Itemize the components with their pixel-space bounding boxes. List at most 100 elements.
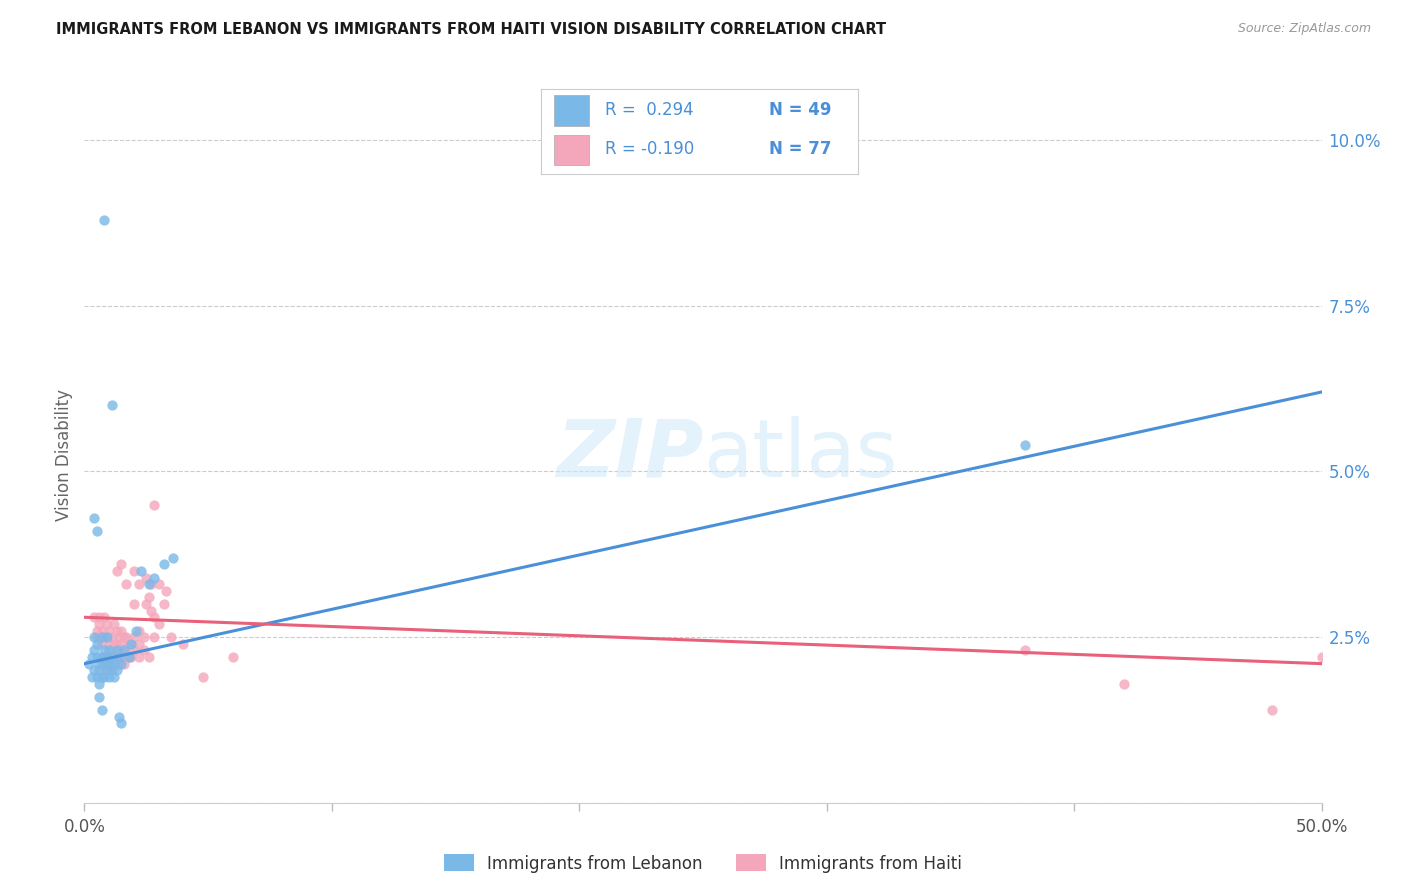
Point — [96, 663, 118, 677]
Point — [138, 577, 160, 591]
Y-axis label: Vision Disability: Vision Disability — [55, 389, 73, 521]
Point — [128, 637, 150, 651]
Point — [98, 624, 121, 638]
Point — [152, 558, 174, 572]
Point — [100, 630, 122, 644]
Point — [112, 630, 135, 644]
Point — [1014, 643, 1036, 657]
Point — [110, 558, 132, 572]
Point — [110, 657, 132, 671]
Point — [115, 630, 138, 644]
Point — [93, 670, 115, 684]
Point — [96, 630, 118, 644]
Point — [155, 583, 177, 598]
Point — [142, 610, 165, 624]
Point — [1112, 676, 1135, 690]
Point — [160, 630, 183, 644]
Point — [128, 577, 150, 591]
Point — [89, 657, 111, 671]
Point — [103, 637, 125, 651]
Point — [100, 398, 122, 412]
Point — [100, 650, 122, 665]
Point — [138, 650, 160, 665]
Point — [115, 577, 138, 591]
Text: Source: ZipAtlas.com: Source: ZipAtlas.com — [1237, 22, 1371, 36]
Point — [90, 630, 112, 644]
Point — [83, 643, 105, 657]
Point — [83, 610, 105, 624]
Point — [89, 610, 111, 624]
Point — [142, 498, 165, 512]
Point — [89, 663, 111, 677]
Point — [122, 597, 145, 611]
Point — [90, 650, 112, 665]
Point — [103, 650, 125, 665]
Point — [108, 650, 131, 665]
Point — [172, 637, 194, 651]
Point — [90, 657, 112, 671]
Point — [96, 657, 118, 671]
Point — [93, 630, 115, 644]
Point — [80, 670, 103, 684]
Point — [142, 630, 165, 644]
Point — [118, 650, 141, 665]
Point — [100, 663, 122, 677]
Point — [132, 643, 155, 657]
Point — [112, 657, 135, 671]
Point — [98, 650, 121, 665]
Point — [142, 570, 165, 584]
Point — [86, 650, 108, 665]
Point — [89, 630, 111, 644]
Point — [86, 524, 108, 538]
Point — [148, 616, 170, 631]
Point — [98, 643, 121, 657]
Point — [132, 630, 155, 644]
Point — [93, 610, 115, 624]
Point — [89, 690, 111, 704]
Point — [112, 643, 135, 657]
Point — [141, 577, 163, 591]
Point — [112, 643, 135, 657]
Point — [1261, 703, 1284, 717]
Point — [96, 650, 118, 665]
Point — [105, 650, 128, 665]
Point — [90, 637, 112, 651]
Point — [118, 637, 141, 651]
Point — [98, 657, 121, 671]
Point — [108, 709, 131, 723]
Text: R = -0.190: R = -0.190 — [605, 139, 693, 158]
Point — [141, 604, 163, 618]
Point — [120, 650, 142, 665]
Point — [93, 212, 115, 227]
Point — [98, 663, 121, 677]
Point — [162, 550, 184, 565]
Bar — [554, 95, 589, 126]
Point — [222, 650, 245, 665]
Point — [110, 650, 132, 665]
Point — [128, 650, 150, 665]
Point — [89, 676, 111, 690]
Point — [122, 643, 145, 657]
Point — [120, 637, 142, 651]
Point — [1310, 650, 1333, 665]
Point — [103, 657, 125, 671]
Point — [90, 670, 112, 684]
Point — [96, 616, 118, 631]
Point — [148, 577, 170, 591]
Point — [98, 670, 121, 684]
Point — [108, 643, 131, 657]
Point — [105, 637, 128, 651]
Point — [105, 564, 128, 578]
Legend: Immigrants from Lebanon, Immigrants from Haiti: Immigrants from Lebanon, Immigrants from… — [437, 847, 969, 880]
Point — [79, 657, 101, 671]
Point — [125, 624, 148, 638]
Point — [105, 663, 128, 677]
Point — [90, 624, 112, 638]
Point — [96, 650, 118, 665]
Point — [98, 637, 121, 651]
Text: ZIP: ZIP — [555, 416, 703, 494]
Point — [122, 564, 145, 578]
Point — [90, 650, 112, 665]
Point — [105, 643, 128, 657]
Point — [1014, 438, 1036, 452]
